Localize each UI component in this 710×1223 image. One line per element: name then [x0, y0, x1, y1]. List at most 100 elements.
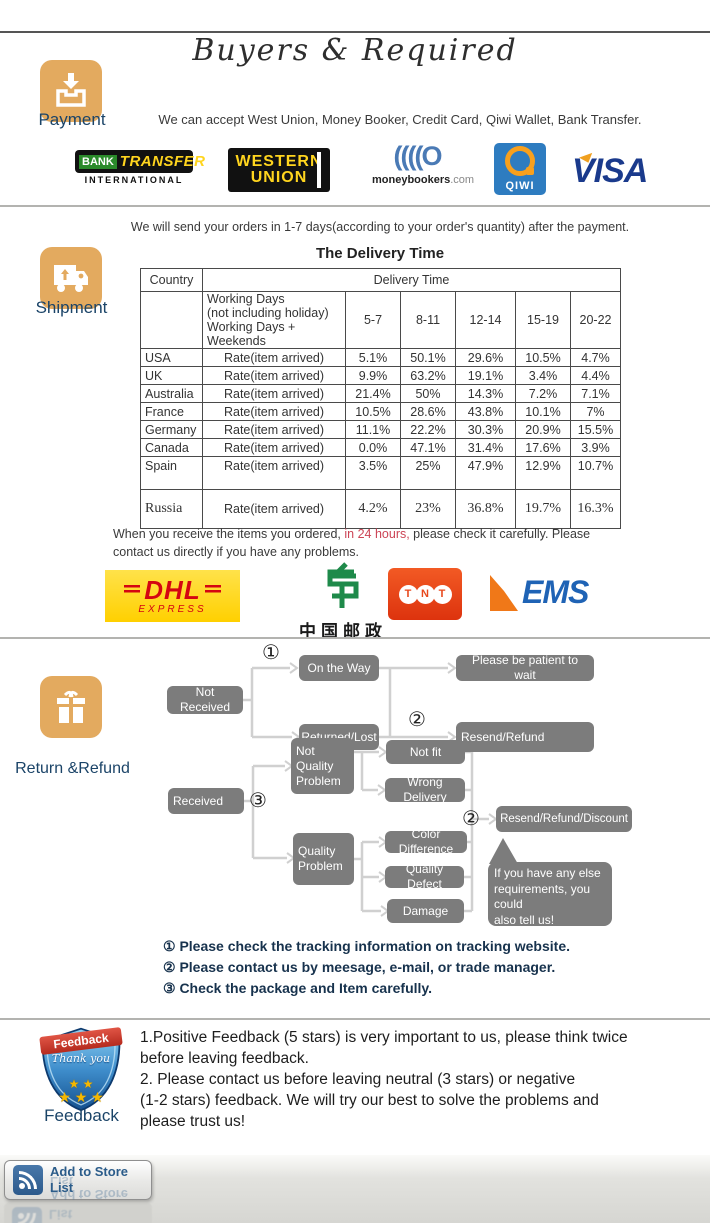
rate-cell: 19.7%: [515, 489, 571, 529]
section-divider: [0, 1018, 710, 1020]
rate-cell: 50%: [400, 384, 456, 403]
rate-cell: 50.1%: [400, 348, 456, 367]
rate-cell: 22.2%: [400, 420, 456, 439]
rate-cell: 5.1%: [345, 348, 401, 367]
col-delivery-time: Delivery Time: [202, 268, 621, 292]
ems-chevron: [490, 574, 518, 611]
col-country: Country: [140, 268, 203, 292]
moneybookers-name-text: moneybookers: [372, 174, 451, 186]
delivery-table-title: The Delivery Time: [315, 245, 445, 262]
country-cell: Spain: [140, 456, 203, 490]
dhl-express-text: EXPRESS: [138, 604, 207, 615]
circled-2: ②: [462, 808, 480, 830]
international-word: INTERNATIONAL: [84, 175, 184, 185]
flow-box-not-quality-problem: Not Quality Problem: [291, 738, 354, 794]
flow-box-quality-defect: Quality Defect: [385, 862, 464, 891]
shipment-section-label: Shipment: [35, 298, 108, 317]
rate-cell: 3.9%: [570, 438, 621, 457]
country-cell: USA: [140, 348, 203, 367]
rate-cell: 29.6%: [455, 348, 516, 367]
rate-cell: 10.7%: [570, 456, 621, 490]
payment-icon: [40, 60, 102, 122]
rate-cell: 10.5%: [345, 402, 401, 421]
visa-text: VISA: [572, 152, 648, 190]
tnt-logo: T N T: [388, 568, 462, 620]
add-to-store-button[interactable]: Add to Store List Add to Store List: [4, 1160, 152, 1202]
transfer-word: TRANSFER: [119, 153, 206, 170]
rate-cell: 15.5%: [570, 420, 621, 439]
rate-label-cell: Rate(item arrived): [202, 366, 346, 385]
circled-2: ②: [408, 709, 426, 731]
flow-box-color-difference: Color Difference: [385, 827, 467, 856]
flow-bubble-requirements: If you have any else requirements, you c…: [488, 862, 612, 927]
truck-icon: [54, 265, 88, 292]
add-to-store-label-mirror: Add to Store List: [49, 1207, 127, 1223]
rate-cell: 4.4%: [570, 366, 621, 385]
page-title: Buyers & Required: [192, 33, 518, 68]
return-refund-icon: [40, 676, 102, 738]
moneybookers-arcs: ((((O: [393, 141, 443, 171]
notice-post: please check it carefully. Please contac…: [113, 527, 591, 560]
delivery-time-table: Country Delivery Time Working Days (not …: [140, 268, 621, 529]
table-header-row: Country Delivery Time: [140, 268, 621, 292]
rate-cell: 63.2%: [400, 366, 456, 385]
rate-label-cell: Rate(item arrived): [202, 456, 346, 490]
rate-cell: 47.9%: [455, 456, 516, 490]
rate-label-cell: Rate(item arrived): [202, 384, 346, 403]
range-cell: 5-7: [345, 291, 401, 349]
table-row: Australia Rate(item arrived) 21.4% 50% 1…: [140, 384, 621, 403]
circled-3: ③: [249, 790, 267, 812]
table-row: USA Rate(item arrived) 5.1% 50.1% 29.6% …: [140, 348, 621, 367]
bank-word: BANK: [79, 154, 117, 169]
union-word: UNION: [250, 169, 308, 186]
shipment-intro: We will send your orders in 1-7 days(acc…: [130, 220, 630, 234]
rate-cell: 14.3%: [455, 384, 516, 403]
flow-box-resend-refund: Resend/Refund: [456, 722, 594, 752]
tnt-letter: T: [432, 584, 452, 604]
rate-cell: 23%: [400, 489, 456, 529]
table-row: France Rate(item arrived) 10.5% 28.6% 43…: [140, 402, 621, 421]
feedback-badge-icon: Feedback Thank you ★ ★ ★ ★ ★: [36, 1026, 126, 1112]
rate-cell: 31.4%: [455, 438, 516, 457]
add-to-store-label: Add to Store List: [50, 1164, 128, 1195]
rate-cell: 9.9%: [345, 366, 401, 385]
table-row: UK Rate(item arrived) 9.9% 63.2% 19.1% 3…: [140, 366, 621, 385]
inbox-download-icon: [56, 73, 86, 107]
flow-box-be-patient: Please be patient to wait: [456, 653, 594, 682]
dhl-dash: [204, 585, 221, 595]
add-to-store-label-reflection: Add to Store List: [50, 1174, 128, 1202]
country-cell: Australia: [140, 384, 203, 403]
note-3: ③ Check the package and Item carefully.: [163, 980, 433, 996]
country-cell: Germany: [140, 420, 203, 439]
qiwi-text: QIWI: [505, 180, 535, 192]
range-cell: 20-22: [570, 291, 621, 349]
stars-row-bottom: ★ ★ ★: [58, 1089, 104, 1105]
flow-box-not-received: Not Received: [167, 685, 243, 714]
moneybookers-name: moneybookers.com: [372, 174, 474, 186]
section-divider: [0, 205, 710, 207]
table-row: Russia Rate(item arrived) 4.2% 23% 36.8%…: [140, 489, 621, 529]
rate-cell: 7.1%: [570, 384, 621, 403]
section-divider: [0, 637, 710, 639]
country-cell: France: [140, 402, 203, 421]
rss-icon-reflection: [12, 1207, 42, 1223]
range-cell: 12-14: [455, 291, 516, 349]
flow-box-not-fit: Not fit: [386, 740, 465, 764]
rate-cell: 4.7%: [570, 348, 621, 367]
feedback-text: 1.Positive Feedback (5 stars) is very im…: [140, 1029, 628, 1130]
tnt-letter: N: [415, 584, 435, 604]
rate-cell: 43.8%: [455, 402, 516, 421]
stars-row-top: ★ ★: [68, 1077, 94, 1091]
china-post-logo: 中国邮政: [288, 562, 398, 642]
western-word: WESTERN: [235, 153, 323, 170]
flow-box-received: Received: [168, 788, 244, 814]
payment-section-label: Payment: [38, 110, 106, 129]
flow-box-resend-refund-discount: Resend/Refund/Discount: [496, 806, 632, 832]
western-union-logo: WESTERN UNION: [228, 148, 330, 192]
rate-label-cell: Rate(item arrived): [202, 420, 346, 439]
dhl-logo: DHL EXPRESS: [105, 570, 240, 622]
ems-logo: EMS: [490, 574, 589, 611]
dhl-dash: [124, 585, 141, 595]
rate-cell: 36.8%: [455, 489, 516, 529]
button-reflection: Add to Store List: [4, 1202, 152, 1223]
